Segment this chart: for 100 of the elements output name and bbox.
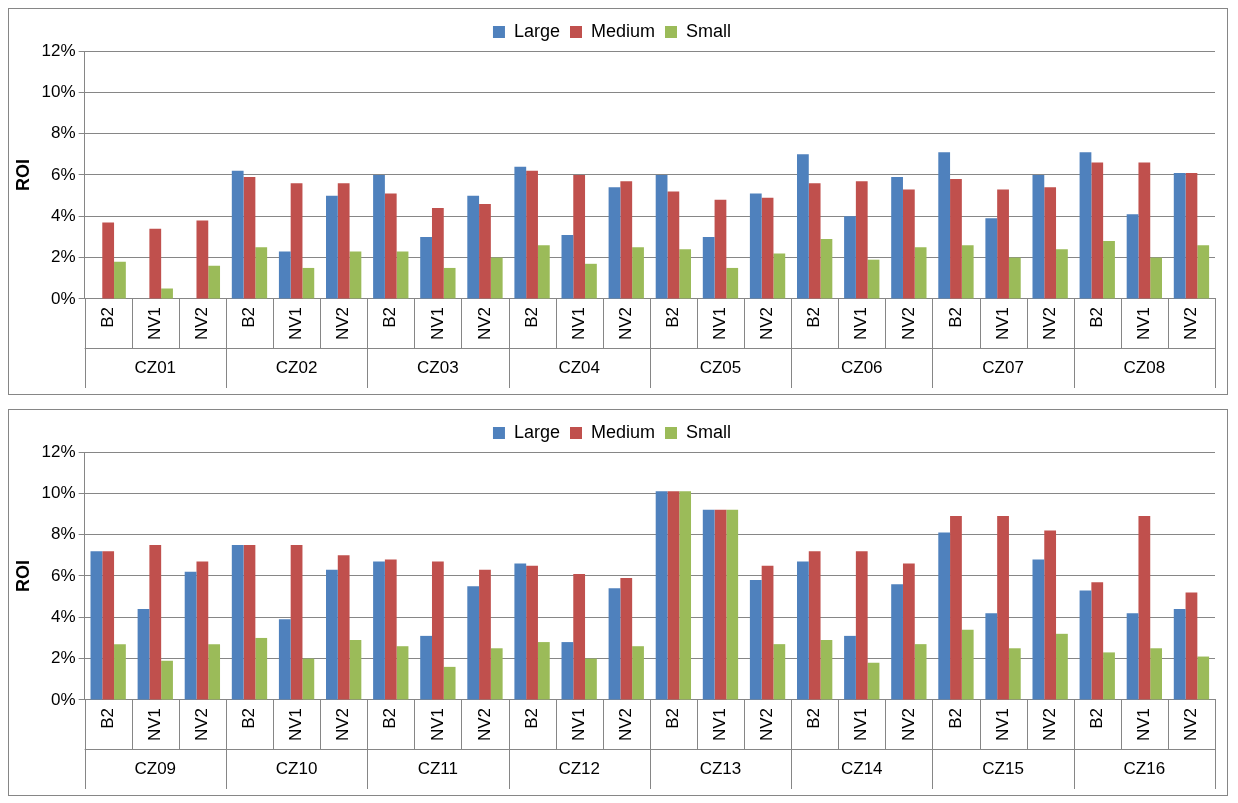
x-tick-label: NV1 — [286, 306, 306, 341]
bar — [891, 177, 903, 299]
bar — [1103, 241, 1115, 299]
bar — [950, 179, 962, 299]
bar — [467, 586, 480, 700]
bar — [208, 644, 221, 700]
bar — [479, 203, 491, 299]
bar — [102, 551, 115, 700]
bar — [891, 584, 903, 700]
x-tick-label: B2 — [380, 306, 400, 328]
bar — [514, 166, 527, 299]
bar — [161, 660, 173, 700]
x-tick-label: B2 — [521, 707, 541, 729]
bar — [902, 189, 915, 299]
bar — [726, 509, 739, 700]
bar — [526, 565, 538, 700]
bar — [243, 177, 256, 299]
bar — [337, 183, 350, 299]
y-tick-label: 6% — [51, 565, 76, 585]
bar — [1126, 613, 1139, 700]
bar — [1032, 559, 1045, 700]
bar — [1044, 187, 1057, 299]
x-tick-label: NV1 — [851, 707, 871, 742]
bar — [749, 193, 762, 299]
bar — [585, 263, 597, 299]
text: CZ04 — [558, 357, 600, 377]
bar — [290, 544, 303, 700]
bar — [867, 259, 880, 299]
bar — [231, 544, 244, 700]
bar — [326, 569, 338, 700]
y-tick-label: 8% — [51, 524, 76, 544]
bar — [667, 491, 680, 700]
bar — [1044, 530, 1057, 700]
x-tick-label: NV2 — [615, 306, 635, 341]
bar — [302, 658, 315, 700]
bar — [431, 208, 444, 299]
legend-label: Small — [686, 421, 732, 442]
x-tick-label: NV1 — [851, 306, 871, 341]
bar — [537, 642, 550, 700]
legend-label: Large — [513, 20, 561, 41]
x-tick-label: NV2 — [333, 707, 353, 742]
bar — [514, 563, 527, 700]
bar — [773, 253, 786, 299]
bar — [1056, 249, 1068, 299]
x-tick-label: NV2 — [192, 306, 212, 341]
x-tick-label: B2 — [663, 707, 683, 729]
text: CZ09 — [134, 758, 177, 778]
bar — [1008, 648, 1021, 700]
x-tick-label: B2 — [804, 306, 824, 328]
text: CZ07 — [982, 357, 1024, 377]
bar — [797, 561, 809, 700]
bar — [749, 580, 762, 700]
bar — [1173, 609, 1186, 700]
legend-label: Small — [686, 20, 732, 41]
y-tick-label: 2% — [51, 247, 76, 267]
bar — [997, 516, 1009, 700]
bar — [714, 199, 727, 299]
bar — [620, 578, 633, 700]
x-tick-label: NV2 — [1039, 306, 1059, 341]
bar — [1091, 162, 1104, 299]
text: CZ15 — [982, 758, 1024, 778]
bar — [384, 193, 397, 299]
text: CZ05 — [699, 357, 742, 377]
bar — [278, 251, 291, 299]
bar — [761, 197, 774, 299]
bar — [337, 555, 350, 700]
bar — [479, 569, 491, 700]
bar — [278, 619, 291, 700]
bar — [302, 267, 315, 299]
x-tick-label: NV1 — [568, 306, 588, 341]
x-tick-label: B2 — [1086, 707, 1106, 729]
x-tick-label: NV2 — [757, 707, 777, 742]
x-tick-label: NV2 — [192, 707, 212, 742]
bar — [820, 239, 833, 299]
x-tick-label: NV1 — [1134, 306, 1154, 341]
bar — [620, 181, 633, 299]
text: CZ13 — [699, 758, 742, 778]
bar — [490, 257, 503, 299]
x-tick-label: NV1 — [992, 707, 1012, 742]
text: CZ01 — [134, 357, 177, 377]
bar — [255, 247, 268, 299]
bar — [1008, 257, 1021, 299]
bar — [585, 658, 597, 700]
bar — [938, 532, 951, 700]
y-tick-label: 4% — [51, 606, 76, 626]
bar — [1079, 590, 1092, 700]
text: CZ06 — [840, 357, 883, 377]
bar — [961, 629, 974, 700]
bar — [855, 551, 868, 700]
bar — [420, 236, 432, 299]
y-axis-title: ROI — [12, 158, 33, 191]
bar — [490, 648, 503, 700]
bar — [373, 561, 385, 700]
bar — [702, 509, 715, 700]
bar — [632, 247, 644, 299]
x-tick-label: B2 — [239, 707, 259, 729]
bar — [396, 646, 409, 700]
x-tick-label: B2 — [945, 707, 965, 729]
bar — [679, 491, 692, 700]
bar — [1056, 633, 1068, 700]
